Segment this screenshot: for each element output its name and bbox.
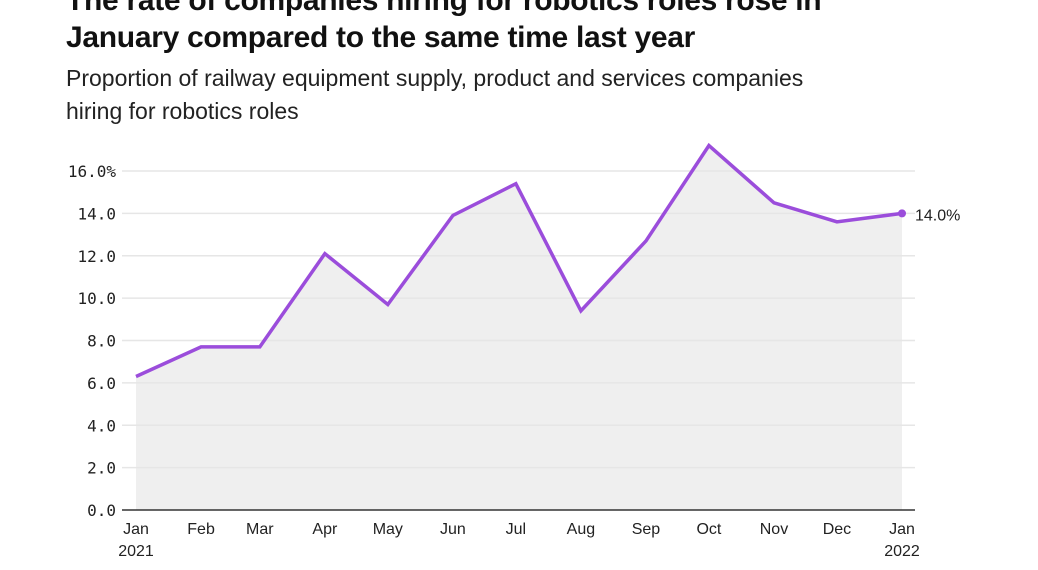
y-tick-label: 0.0 [87, 501, 116, 520]
x-tick-label: Sep [632, 521, 661, 538]
y-tick-label: 2.0 [87, 459, 116, 478]
x-tick-label: Jan [889, 521, 915, 538]
x-tick-label: Jul [506, 521, 526, 538]
x-tick-label: Oct [696, 521, 721, 538]
x-tick-label: Aug [567, 521, 595, 538]
end-value-label: 14.0% [915, 207, 960, 224]
subtitle-line-1: Proportion of railway equipment supply, … [66, 65, 804, 91]
x-tick-year-label: 2021 [118, 543, 154, 560]
area-fill [136, 145, 902, 510]
data-point [898, 209, 906, 218]
y-tick-label: 8.0 [87, 332, 116, 351]
y-tick-label: 6.0 [87, 374, 116, 393]
x-tick-label: Feb [187, 521, 215, 538]
x-tick-label: Nov [760, 521, 788, 538]
x-tick-label: May [373, 521, 403, 538]
x-tick-label: Mar [246, 521, 274, 538]
title-line-1: The rate of companies hiring for robotic… [66, 0, 822, 17]
series-line [135, 142, 903, 379]
chart-subtitle: Proportion of railway equipment supply, … [66, 62, 1026, 128]
y-tick-label: 16.0% [68, 162, 117, 181]
y-tick-label: 10.0 [77, 289, 116, 308]
y-tick-label: 12.0 [77, 247, 116, 266]
x-tick-label: Apr [312, 521, 338, 538]
y-tick-label: 14.0 [77, 204, 116, 223]
x-tick-label: Dec [823, 521, 851, 538]
chart-title: The rate of companies hiring for robotic… [66, 0, 1026, 56]
x-tick-year-label: 2022 [884, 543, 920, 560]
y-tick-label: 4.0 [87, 416, 116, 435]
x-tick-label: Jan [123, 521, 149, 538]
title-line-2: January compared to the same time last y… [66, 21, 696, 54]
x-tick-label: Jun [440, 521, 466, 538]
subtitle-line-2: hiring for robotics roles [66, 98, 299, 124]
